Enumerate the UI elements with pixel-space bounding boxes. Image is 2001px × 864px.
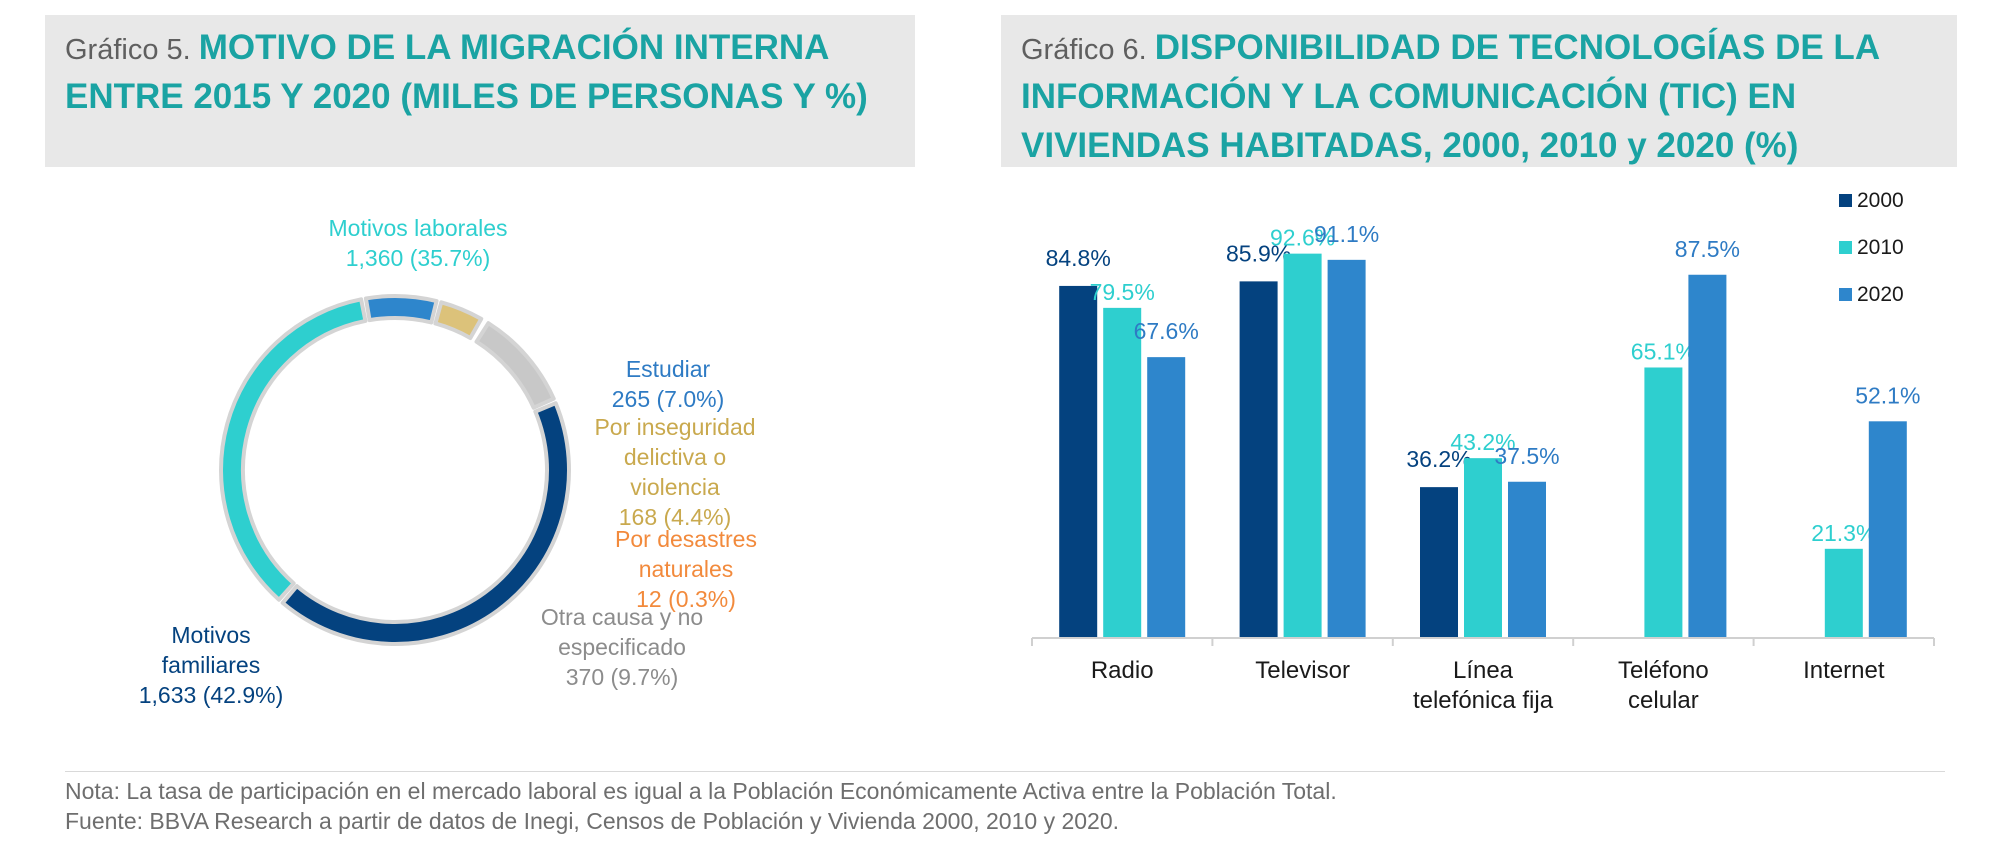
bar-2010-3 [1644, 367, 1683, 637]
note-divider [65, 771, 1945, 772]
bar-value-label: 84.8% [1046, 245, 1111, 271]
donut-slice-1 [363, 294, 439, 325]
donut-label-2: Por inseguridad delictiva o violencia 168 (… [594, 414, 755, 530]
donut-slice-4 [474, 321, 556, 410]
legend-swatch-2010 [1839, 241, 1852, 254]
bar-2020-1 [1327, 259, 1366, 637]
bar-2020-0 [1147, 357, 1186, 637]
legend-label-2020: 2020 [1857, 283, 1904, 306]
x-tick-label-1: Televisor [1255, 657, 1350, 684]
bar-value-label: 37.5% [1494, 443, 1559, 469]
bar-2000-2 [1420, 487, 1458, 637]
donut-label-5: Motivos familiares 1,633 (42.9%) [139, 622, 283, 708]
bar-2010-1 [1283, 253, 1322, 638]
x-tick-label-0: Radio [1091, 657, 1154, 684]
chart6-title: DISPONIBILIDAD DE TECNOLOGÍAS DE LA INFO… [1021, 28, 1879, 165]
bar-value-label: 67.6% [1134, 318, 1199, 344]
donut-label-4: Otra causa y no especificado 370 (9.7%) [541, 604, 703, 690]
bar-value-label: 65.1% [1631, 338, 1696, 364]
chart5-title: MOTIVO DE LA MIGRACIÓN INTERNA ENTRE 201… [65, 28, 868, 116]
chart6-title-box: Gráfico 6. DISPONIBILIDAD DE TECNOLOGÍAS… [1001, 15, 1957, 167]
bar-value-label: 43.2% [1450, 429, 1515, 455]
bar-value-label: 52.1% [1855, 382, 1920, 408]
bar-value-label: 87.5% [1675, 236, 1740, 262]
bar-value-label: 85.9% [1226, 240, 1291, 266]
bar-2000-1 [1239, 281, 1278, 637]
bar-2020-2 [1508, 481, 1546, 637]
x-tick-label-4: Internet [1803, 657, 1885, 684]
donut-chart: Motivos laborales 1,360 (35.7%) Estudiar 26… [139, 215, 757, 708]
bar-2020-4 [1868, 421, 1907, 637]
bar-2020-3 [1688, 274, 1727, 637]
bar-2010-4 [1824, 548, 1863, 637]
source-text: Fuente: BBVA Research a partir de datos … [65, 808, 1120, 834]
legend-swatch-2020 [1839, 288, 1852, 301]
legend-swatch-2000 [1839, 194, 1852, 207]
note-text: Nota: La tasa de participación en el mer… [65, 778, 1337, 804]
legend-label-2010: 2010 [1857, 236, 1904, 259]
x-tick-label-2: Línea telefónica fija [1413, 657, 1554, 714]
chart6-title-prefix: Gráfico 6. [1021, 34, 1155, 66]
donut-label-3: Por desastres naturales 12 (0.3%) [615, 526, 757, 612]
bar-2000-0 [1059, 285, 1098, 637]
donut-slice-0 [219, 297, 368, 602]
bar-value-label: 92.6% [1270, 225, 1335, 251]
bar-value-label: 91.1% [1314, 221, 1379, 247]
x-tick-label-3: Teléfono celular [1618, 657, 1709, 714]
bar-value-label: 21.3% [1811, 520, 1876, 546]
chart5-title-box: Gráfico 5. MOTIVO DE LA MIGRACIÓN INTERN… [45, 15, 915, 167]
bar-value-label: 79.5% [1090, 279, 1155, 305]
bar-2010-0 [1103, 307, 1142, 637]
bar-2010-2 [1464, 458, 1502, 637]
donut-label-0: Motivos laborales 1,360 (35.7%) [329, 215, 508, 271]
donut-slice-2 [433, 300, 484, 340]
bar-value-label: 36.2% [1406, 446, 1471, 472]
chart5-title-prefix: Gráfico 5. [65, 34, 199, 66]
bar-chart: 84.8% 79.5% 67.6% Radio 85.9%92.6%91.1% Telev… [1031, 189, 1935, 714]
legend-label-2000: 2000 [1857, 189, 1904, 212]
donut-slice-5 [280, 401, 571, 646]
donut-label-1: Estudiar 265 (7.0%) [612, 356, 725, 412]
